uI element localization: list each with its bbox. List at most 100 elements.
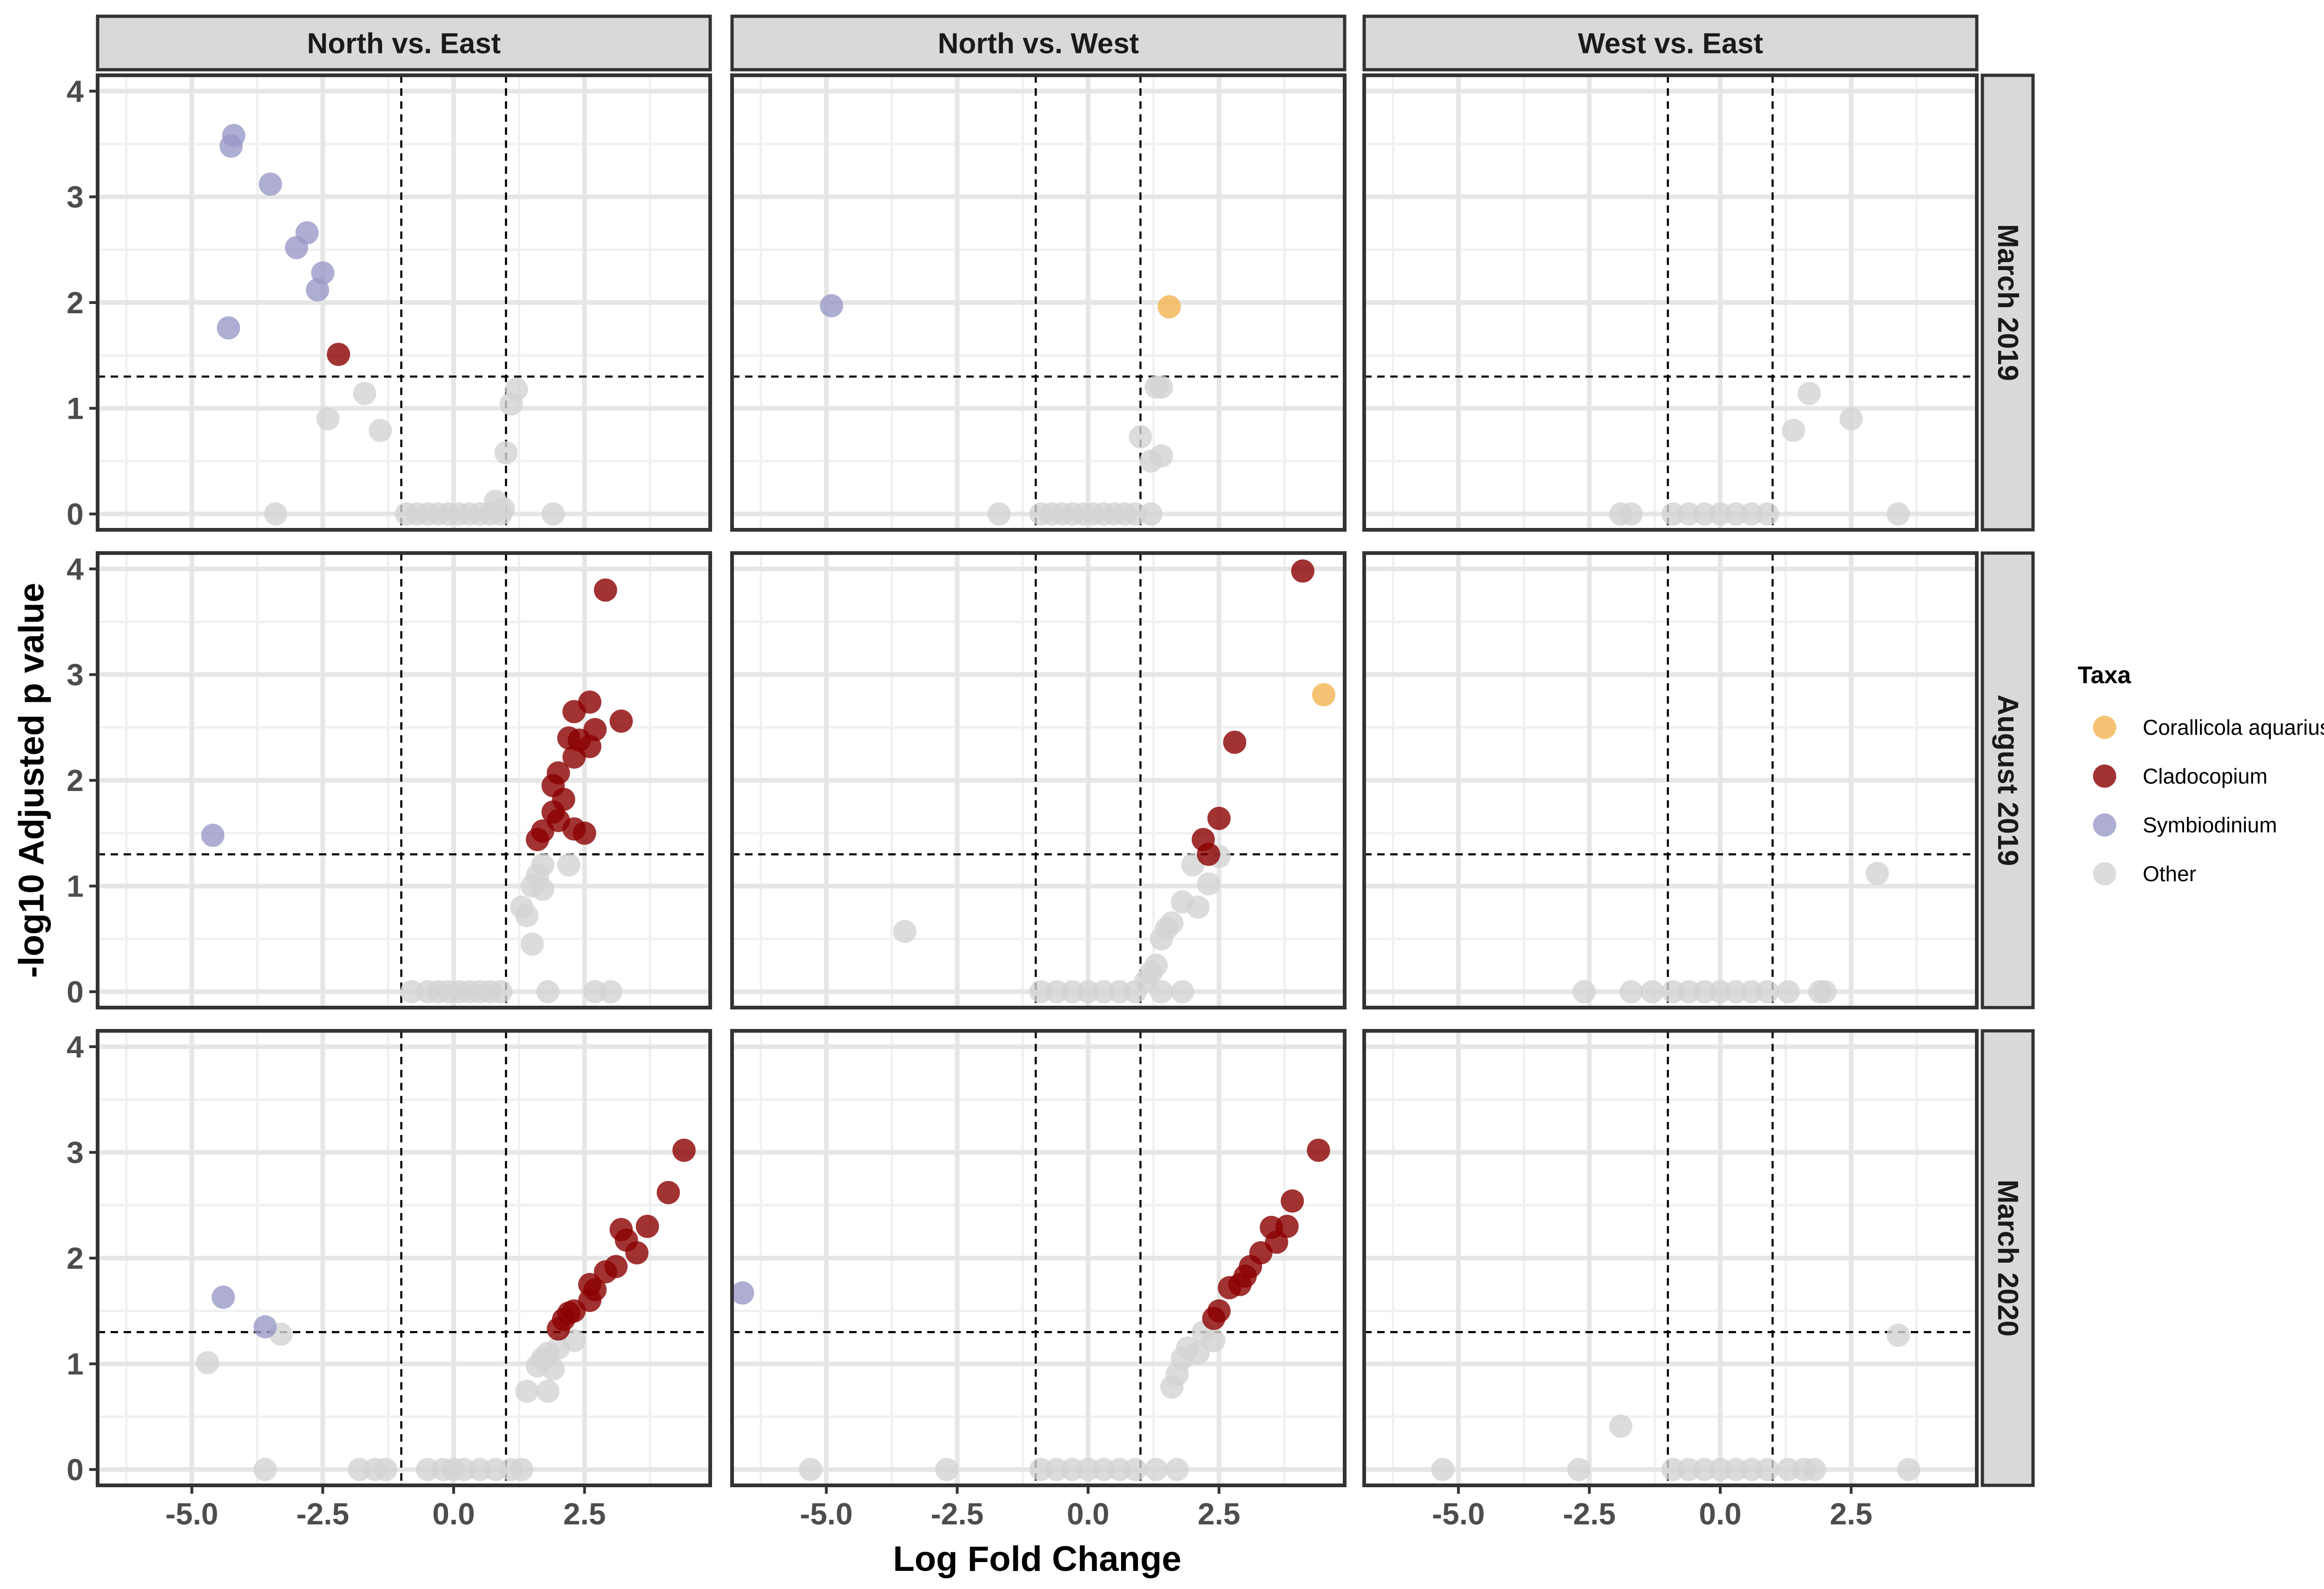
panel-1-2-point-1 (1572, 980, 1596, 1003)
panel-2-2-x-tick-label-3: 2.5 (1830, 1497, 1873, 1531)
row-strip-0 (1981, 73, 2035, 532)
panel-1-0-point-3 (562, 700, 586, 724)
panel-2-1-point-28 (1123, 1457, 1147, 1481)
panel-2-0-x-tick-label-1: -2.5 (297, 1497, 350, 1531)
panel-0-2-border (1362, 73, 1979, 532)
panel-1-2-point-2 (1619, 980, 1643, 1003)
panel-1-1-point-5 (1312, 683, 1335, 706)
row-strip-label-0: March 2019 (1992, 224, 2024, 381)
panel-1-1-border (730, 551, 1347, 1009)
panel-0-0-point-15 (494, 441, 518, 464)
panel-0-1-point-1 (1157, 295, 1181, 319)
panel-2-2-x-tick-label-0: -5.0 (1432, 1497, 1485, 1531)
panel-0-0-point-6 (306, 278, 330, 302)
panel-2-0-point-9 (594, 1260, 617, 1284)
panel-2-0-y-tick-label-3: 3 (66, 1135, 84, 1170)
panel-0-0-point-7 (217, 316, 240, 340)
panel-1-0-point-17 (573, 821, 596, 845)
column-strip-label-1: North vs. West (938, 28, 1139, 60)
panel-1-1-point-26 (1170, 980, 1194, 1003)
panel-2-0-point-0 (211, 1286, 235, 1309)
panel-0-2-point-0 (1797, 382, 1821, 405)
column-strip-0 (96, 14, 712, 72)
panel-1-2-point-11 (1776, 980, 1800, 1003)
row-strip-label-2: March 2020 (1992, 1180, 2024, 1337)
y-axis-title: -log10 Adjusted p value (12, 583, 52, 978)
panel-2-2-point-0 (1887, 1324, 1910, 1347)
panel-1-0-point-4 (609, 709, 633, 733)
panel-1-0-point-0 (201, 824, 224, 847)
legend-label-1: Cladocopium (2143, 764, 2267, 788)
panel-0-0-point-28 (492, 497, 515, 521)
panel-2-0-point-30 (374, 1457, 397, 1481)
panel-2-0-y-tick-label-0: 0 (66, 1452, 84, 1487)
panel-0-1-border (730, 73, 1347, 532)
panel-1-0-y-tick-label-3: 3 (66, 658, 84, 692)
legend-swatch-0 (2093, 716, 2116, 739)
panel-1-2-point-3 (1640, 980, 1664, 1003)
panel-2-1-x-tick-label-2: 0.0 (1067, 1497, 1109, 1531)
panel-2-2-point-4 (1897, 1457, 1921, 1481)
panel-2-0-point-19 (253, 1457, 277, 1481)
panel-0-0-point-17 (541, 502, 565, 526)
panel-1-0-y-tick-label-1: 1 (66, 869, 84, 903)
panel-2-0-x-tick-label-2: 0.0 (432, 1497, 475, 1531)
panel-1-1-point-6 (893, 920, 917, 943)
panel-0-0-y-tick-label-2: 2 (66, 285, 84, 320)
panel-0-0-point-9 (353, 382, 376, 405)
panel-0-2-point-3 (1887, 502, 1910, 526)
panel-0-2-point-12 (1756, 502, 1779, 526)
panel-1-0-point-19 (557, 853, 581, 877)
panel-2-1-x-tick-label-1: -2.5 (931, 1497, 984, 1531)
panel-2-0-y-tick-label-2: 2 (66, 1241, 84, 1275)
panel-0-0-point-4 (285, 236, 309, 259)
panel-1-0-point-18 (526, 828, 549, 851)
panel-2-0-point-27 (536, 1379, 560, 1403)
panel-0-1-point-18 (1139, 502, 1163, 526)
panel-2-2-point-1 (1609, 1414, 1632, 1438)
panel-2-0-point-2 (672, 1139, 696, 1162)
panel-2-1-point-2 (1281, 1189, 1304, 1213)
panel-0-2-point-2 (1782, 419, 1805, 442)
row-strip-label-1: August 2019 (1992, 695, 2024, 866)
panel-1-1-point-24 (1123, 980, 1147, 1003)
panel-0-0-y-tick-label-4: 4 (66, 74, 84, 108)
legend-swatch-3 (2093, 862, 2116, 885)
column-strip-2 (1362, 14, 1979, 72)
column-strip-label-0: North vs. East (307, 28, 501, 60)
panel-0-0-point-8 (327, 343, 350, 366)
panel-2-1-point-0 (731, 1281, 754, 1305)
panel-2-2-point-3 (1567, 1457, 1591, 1481)
panel-1-0-point-9 (562, 745, 586, 769)
panel-2-0-x-tick-label-3: 2.5 (563, 1497, 606, 1531)
panel-2-1-point-29 (1144, 1457, 1168, 1481)
panel-2-2-x-tick-label-2: 0.0 (1699, 1497, 1742, 1531)
legend-label-0: Corallicola aquarius (2143, 715, 2324, 739)
legend-label-2: Symbiodinium (2143, 813, 2277, 837)
panel-0-2-point-5 (1619, 502, 1643, 526)
panel-2-2-point-2 (1431, 1457, 1454, 1481)
panel-2-1-point-16 (1202, 1329, 1226, 1352)
panel-1-0-point-29 (536, 980, 560, 1003)
row-strip-2 (1981, 1029, 2035, 1487)
panel-2-2-x-tick-label-1: -2.5 (1563, 1497, 1616, 1531)
panel-2-1-point-14 (935, 1457, 958, 1481)
panel-0-0-point-14 (499, 392, 523, 416)
panel-0-0-y-tick-label-0: 0 (66, 497, 84, 531)
panel-0-1-point-7 (987, 502, 1011, 526)
panel-1-0-point-38 (400, 980, 423, 1003)
panel-0-0-point-1 (219, 134, 243, 158)
panel-0-0-point-11 (369, 419, 392, 442)
row-strip-1 (1981, 551, 2035, 1009)
panel-0-0-y-tick-label-1: 1 (66, 391, 84, 425)
panel-1-1-point-11 (1186, 895, 1210, 919)
panel-2-0-point-1 (253, 1315, 277, 1338)
panel-2-0-point-18 (196, 1351, 219, 1375)
column-strip-label-2: West vs. East (1578, 28, 1763, 60)
legend-title: Taxa (2078, 662, 2132, 689)
panel-2-1-point-12 (1202, 1306, 1226, 1330)
panel-0-2-point-1 (1839, 407, 1863, 431)
panel-1-0-y-tick-label-4: 4 (66, 552, 84, 586)
panel-1-2-border (1362, 551, 1979, 1009)
